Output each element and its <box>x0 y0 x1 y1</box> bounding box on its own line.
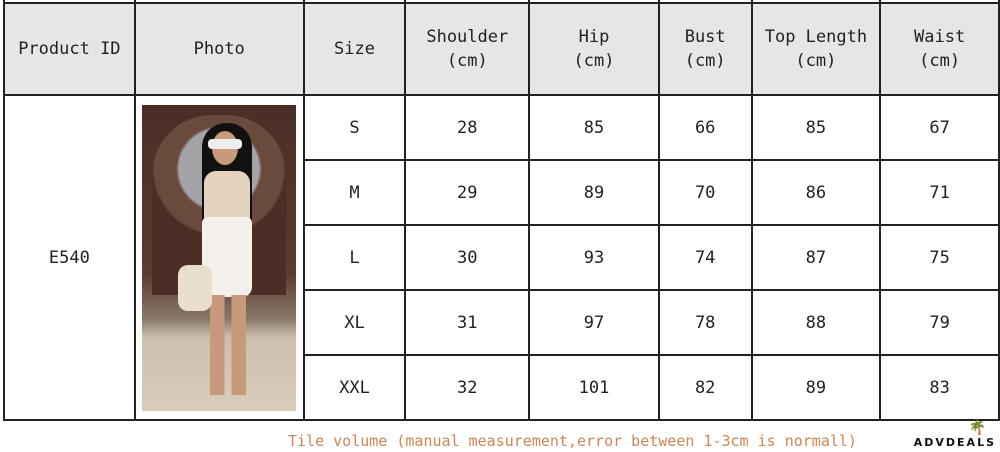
top-length-cell: 87 <box>750 224 882 291</box>
shoulder-cell: 32 <box>404 354 531 421</box>
unit: (cm) <box>684 51 726 71</box>
waist-cell: 75 <box>879 224 1000 291</box>
label: Hip <box>578 27 610 47</box>
hip-cell: 101 <box>528 354 660 421</box>
top-length-cell: 89 <box>750 354 882 421</box>
waist-cell: 71 <box>879 159 1000 226</box>
waist-cell: 83 <box>879 354 1000 421</box>
label: Top Length <box>764 27 868 47</box>
label: Waist <box>914 27 966 47</box>
size-cell: M <box>302 159 407 226</box>
header-size: Size <box>302 2 407 96</box>
shoulder-cell: 31 <box>404 289 531 356</box>
size-chart-table: Product ID Photo Size Shoulder (cm) Hip (c… <box>3 0 1000 421</box>
unit: (cm) <box>573 51 615 71</box>
header-top-length: Top Length (cm) <box>750 2 882 96</box>
shoulder-cell: 29 <box>404 159 531 226</box>
label: Bust <box>684 27 726 47</box>
table-row: M 29 89 70 86 71 <box>4 159 1000 226</box>
hip-cell: 89 <box>528 159 660 226</box>
measurement-note: Tile volume (manual measurement,error be… <box>288 432 857 450</box>
hip-cell: 85 <box>528 94 660 161</box>
hip-cell: 93 <box>528 224 660 291</box>
bust-cell: 74 <box>657 224 753 291</box>
size-cell: L <box>302 224 407 291</box>
header-photo: Photo <box>133 2 305 96</box>
shoulder-cell: 30 <box>404 224 531 291</box>
header-hip: Hip (cm) <box>528 2 660 96</box>
palm-tree-icon: 🌴 <box>968 420 986 436</box>
header-waist: Waist (cm) <box>879 2 1000 96</box>
bust-cell: 70 <box>657 159 753 226</box>
hip-cell: 97 <box>528 289 660 356</box>
top-length-cell: 88 <box>750 289 882 356</box>
size-cell: XXL <box>302 354 407 421</box>
size-cell: XL <box>302 289 407 356</box>
bust-cell: 66 <box>657 94 753 161</box>
waist-cell: 79 <box>879 289 1000 356</box>
top-length-cell: 85 <box>750 94 882 161</box>
product-photo <box>142 104 297 411</box>
header-product-id: Product ID <box>3 2 136 96</box>
unit: (cm) <box>919 51 961 71</box>
brand-logo: ADVDEALS <box>913 436 996 449</box>
bust-cell: 82 <box>657 354 753 421</box>
table-row: E540 S 28 85 66 85 67 <box>3 94 1000 421</box>
table-row: XXL 32 101 82 89 83 <box>4 354 1000 421</box>
header-row: Product ID Photo Size Shoulder (cm) Hip (c… <box>3 2 1000 96</box>
unit: (cm) <box>795 51 837 71</box>
table-row: L 30 93 74 87 75 <box>4 224 1000 291</box>
bust-cell: 78 <box>657 289 753 356</box>
previous-row-edge <box>3 0 1000 4</box>
size-cell: S <box>302 94 407 161</box>
table-row: XL 31 97 78 88 79 <box>4 289 1000 356</box>
unit: (cm) <box>446 51 488 71</box>
photo-cell <box>133 94 305 421</box>
shoulder-cell: 28 <box>404 94 531 161</box>
header-bust: Bust (cm) <box>657 2 753 96</box>
waist-cell: 67 <box>879 94 1000 161</box>
product-id-cell: E540 <box>3 94 136 421</box>
label: Shoulder <box>426 27 509 47</box>
header-shoulder: Shoulder (cm) <box>404 2 531 96</box>
top-length-cell: 86 <box>750 159 882 226</box>
